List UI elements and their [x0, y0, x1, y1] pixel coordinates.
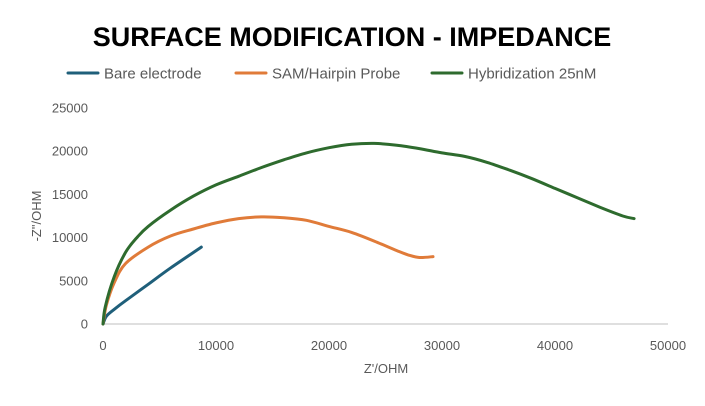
- y-tick-label: 15000: [52, 187, 88, 202]
- y-tick-label: 20000: [52, 144, 88, 159]
- y-tick-labels: 0 5000 10000 15000 20000 25000: [52, 101, 88, 332]
- x-tick-label: 40000: [537, 338, 573, 353]
- legend-label: Bare electrode: [104, 66, 202, 83]
- x-tick-label: 30000: [424, 338, 460, 353]
- x-tick-label: 0: [99, 338, 106, 353]
- x-tick-label: 50000: [650, 338, 686, 353]
- legend: Bare electrode SAM/Hairpin Probe Hybridiza…: [66, 66, 596, 83]
- series-layer: [101, 141, 636, 326]
- x-tick-label: 20000: [311, 338, 347, 353]
- series-line-3: [101, 141, 636, 326]
- chart-title: SURFACE MODIFICATION - IMPEDANCE: [93, 22, 612, 52]
- legend-label: Hybridization 25nM: [468, 66, 596, 83]
- y-tick-label: 0: [81, 317, 88, 332]
- y-axis-label: -Z"/OHM: [29, 191, 44, 242]
- series-line-2: [101, 215, 435, 326]
- legend-item: Bare electrode: [66, 66, 202, 83]
- x-tick-labels: 0 10000 20000 30000 40000 50000: [99, 338, 686, 353]
- legend-label: SAM/Hairpin Probe: [272, 66, 400, 83]
- y-tick-label: 25000: [52, 101, 88, 116]
- legend-item: Hybridization 25nM: [430, 66, 596, 83]
- x-tick-label: 10000: [198, 338, 234, 353]
- legend-item: SAM/Hairpin Probe: [234, 66, 400, 83]
- x-axis-label: Z'/OHM: [364, 361, 408, 376]
- series-line-1: [101, 245, 203, 326]
- y-tick-label: 10000: [52, 230, 88, 245]
- y-tick-label: 5000: [59, 273, 88, 288]
